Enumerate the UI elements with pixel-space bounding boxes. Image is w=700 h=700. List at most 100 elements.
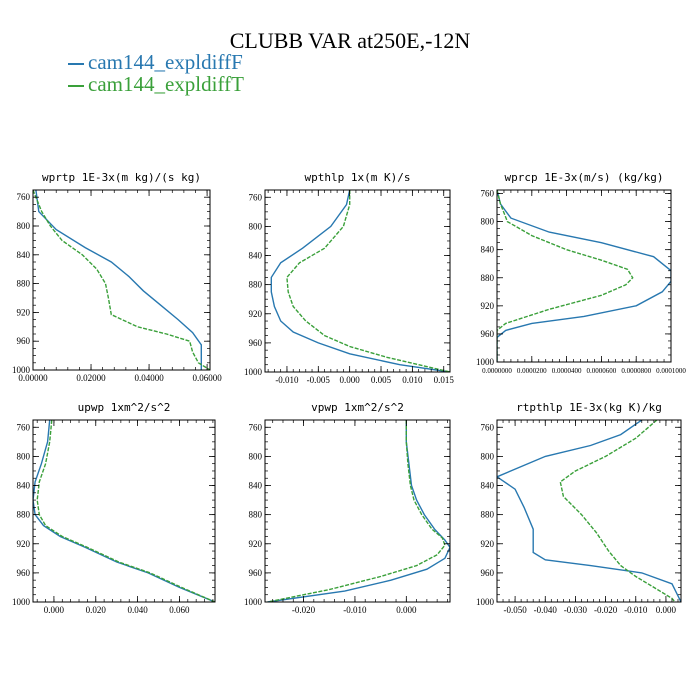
- y-tick-label: 920: [249, 539, 263, 549]
- y-tick-label: 1000: [12, 597, 31, 607]
- x-tick-label: 0.0000400: [552, 367, 582, 375]
- y-tick-label: 800: [481, 217, 495, 227]
- y-tick-label: 960: [17, 336, 31, 346]
- legend-label-2: cam144_expldiffT: [88, 72, 244, 96]
- chart-panel-5: vpwp 1xm^2/s^2 760 800 840 880 920 960 1000 -0.0…: [244, 401, 451, 615]
- series-line-2-1: [270, 190, 450, 372]
- x-tick-label: 0.015: [434, 375, 455, 385]
- panel-frame-5: [264, 419, 451, 603]
- x-tick-label: 0.000: [44, 605, 65, 615]
- x-tick-label: 0.0000000: [482, 367, 512, 375]
- legend-swatch-1: [68, 63, 84, 66]
- y-tick-label: 880: [17, 510, 31, 520]
- y-tick-label: 760: [249, 422, 263, 432]
- y-tick-label: 920: [17, 307, 31, 317]
- y-tick-label: 800: [249, 221, 263, 231]
- x-tick-label: -0.020: [292, 605, 316, 615]
- y-tick-label: 1000: [244, 367, 263, 377]
- panel-frame-4: [32, 419, 216, 603]
- panel-title-1: wprtp 1E-3x(m kg)/(s kg): [42, 171, 201, 184]
- series-line-1-2: [33, 190, 210, 370]
- y-tick-label: 840: [481, 245, 495, 255]
- x-tick-label: 0.02000: [76, 373, 106, 383]
- chart-panel-3: wprcp 1E-3x(m/s) (kg/kg) 760 800 840 880 920 9…: [476, 171, 686, 375]
- y-tick-label: 1000: [476, 597, 495, 607]
- panel-title-5: vpwp 1xm^2/s^2: [311, 401, 404, 414]
- x-tick-label: -0.010: [624, 605, 648, 615]
- x-tick-label: 0.040: [127, 605, 148, 615]
- x-tick-label: 0.0000800: [621, 367, 651, 375]
- x-tick-label: -0.030: [564, 605, 588, 615]
- y-tick-label: 1000: [244, 597, 263, 607]
- y-tick-label: 840: [17, 481, 31, 491]
- panel-frame-3: [496, 189, 672, 363]
- x-tick-label: 0.005: [371, 375, 392, 385]
- y-tick-label: 960: [249, 568, 263, 578]
- series-line-5-1: [267, 420, 450, 602]
- series-line-1-1: [35, 190, 202, 370]
- panel-title-3: wprcp 1E-3x(m/s) (kg/kg): [505, 171, 664, 184]
- y-tick-label: 1000: [476, 357, 495, 367]
- series-line-4-2: [36, 420, 215, 602]
- x-tick-label: -0.020: [594, 605, 618, 615]
- y-tick-label: 960: [481, 329, 495, 339]
- y-tick-label: 760: [17, 192, 31, 202]
- x-tick-label: -0.010: [343, 605, 367, 615]
- legend-item-2: cam144_expldiffT: [68, 72, 244, 96]
- x-tick-label: -0.005: [307, 375, 331, 385]
- x-tick-label: 0.0001000: [656, 367, 686, 375]
- chart-title: CLUBB VAR at250E,-12N: [229, 28, 471, 53]
- chart-panel-1: wprtp 1E-3x(m kg)/(s kg) 760 800 840 880 920 9…: [12, 171, 222, 383]
- x-tick-label: -0.010: [275, 375, 299, 385]
- x-tick-label: 0.000: [656, 605, 677, 615]
- y-tick-label: 880: [481, 273, 495, 283]
- series-line-6-1: [497, 420, 681, 602]
- series-line-6-2: [559, 420, 676, 602]
- panel-title-6: rtpthlp 1E-3x(kg K)/kg: [516, 401, 662, 414]
- y-tick-label: 960: [481, 568, 495, 578]
- y-tick-label: 920: [17, 539, 31, 549]
- y-tick-label: 800: [249, 451, 263, 461]
- y-tick-label: 880: [249, 510, 263, 520]
- chart-panel-4: upwp 1xm^2/s^2 760 800 840 880 920 960 1000 0.00…: [12, 401, 216, 615]
- y-tick-label: 920: [481, 301, 495, 311]
- series-line-3-2: [497, 190, 634, 362]
- y-tick-label: 880: [249, 280, 263, 290]
- x-tick-label: 0.000: [340, 375, 361, 385]
- panel-frame-1: [32, 189, 211, 371]
- legend-label-1: cam144_expldiffF: [88, 50, 243, 74]
- y-tick-label: 840: [249, 481, 263, 491]
- x-tick-label: -0.040: [534, 605, 558, 615]
- legend-swatch-2: [68, 85, 84, 88]
- y-tick-label: 760: [481, 189, 495, 199]
- y-tick-label: 800: [17, 221, 31, 231]
- x-tick-label: -0.050: [503, 605, 527, 615]
- y-tick-label: 1000: [12, 365, 31, 375]
- x-tick-label: 0.04000: [134, 373, 164, 383]
- chart-panel-2: wpthlp 1x(m K)/s 760 800 840 880 920 960 1000 -0…: [244, 171, 454, 385]
- panel-title-2: wpthlp 1x(m K)/s: [305, 171, 411, 184]
- x-tick-label: 0.010: [402, 375, 423, 385]
- y-tick-label: 760: [249, 192, 263, 202]
- legend-item-1: cam144_expldiffF: [68, 50, 243, 74]
- y-tick-label: 840: [249, 251, 263, 261]
- series-line-2-2: [286, 190, 450, 372]
- chart-panel-6: rtpthlp 1E-3x(kg K)/kg 760 800 840 880 920 960…: [476, 401, 682, 615]
- x-tick-label: 0.00000: [18, 373, 48, 383]
- y-tick-label: 920: [249, 309, 263, 319]
- y-tick-label: 840: [481, 481, 495, 491]
- y-tick-label: 880: [17, 279, 31, 289]
- x-tick-label: 0.06000: [192, 373, 222, 383]
- y-tick-label: 800: [481, 451, 495, 461]
- series-line-4-1: [33, 420, 215, 602]
- y-tick-label: 760: [17, 422, 31, 432]
- x-tick-label: 0.060: [169, 605, 190, 615]
- y-tick-label: 840: [17, 250, 31, 260]
- series-line-5-2: [267, 420, 446, 602]
- y-tick-label: 800: [17, 451, 31, 461]
- panel-frame-2: [264, 189, 451, 373]
- y-tick-label: 760: [481, 422, 495, 432]
- series-line-3-1: [497, 190, 671, 362]
- x-tick-label: 0.0000200: [517, 367, 547, 375]
- x-tick-label: 0.000: [396, 605, 417, 615]
